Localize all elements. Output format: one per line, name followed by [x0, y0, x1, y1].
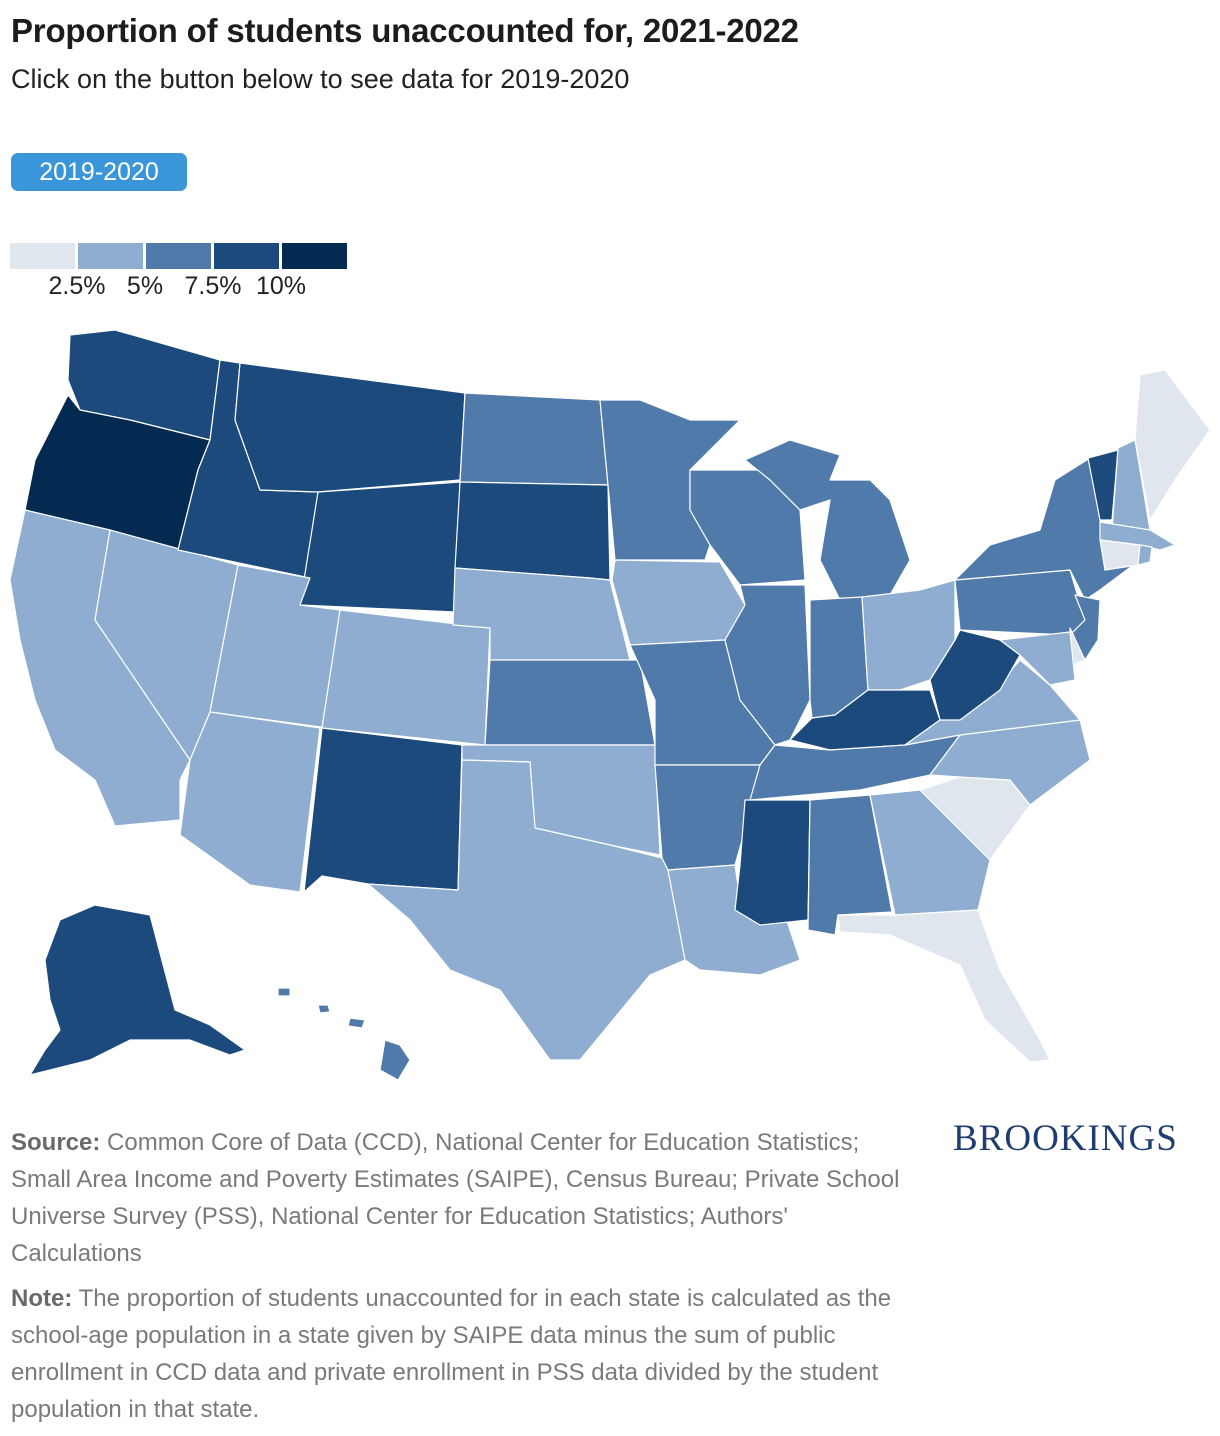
- legend-label: 10%: [255, 272, 307, 300]
- state-SD[interactable]: [454, 481, 611, 581]
- state-FL[interactable]: [837, 909, 1051, 1063]
- state-MI[interactable]: [744, 439, 911, 601]
- state-AK[interactable]: [29, 904, 246, 1076]
- source-body: Common Core of Data (CCD), National Cent…: [11, 1129, 900, 1267]
- note-text: Note: The proportion of students unaccou…: [11, 1280, 911, 1428]
- state-AZ[interactable]: [179, 711, 321, 893]
- state-LA[interactable]: [667, 864, 801, 976]
- legend-label: 7.5%: [184, 272, 242, 300]
- note-body: The proportion of students unaccounted f…: [11, 1285, 892, 1423]
- state-PA[interactable]: [954, 569, 1086, 636]
- source-text: Source: Common Core of Data (CCD), Natio…: [11, 1124, 901, 1272]
- legend-swatch: [282, 243, 347, 269]
- chart-title: Proportion of students unaccounted for, …: [11, 12, 799, 49]
- legend-label: 2.5%: [48, 272, 106, 300]
- legend-swatch: [146, 243, 211, 269]
- legend-label: 5%: [126, 272, 164, 300]
- state-KS[interactable]: [484, 659, 656, 746]
- legend: 2.5% 5% 7.5% 10%: [10, 243, 350, 303]
- year-toggle-button[interactable]: 2019-2020: [11, 153, 187, 191]
- state-NM[interactable]: [303, 727, 463, 893]
- legend-swatch: [10, 243, 75, 269]
- state-HI[interactable]: [277, 987, 411, 1081]
- state-WY[interactable]: [299, 481, 461, 613]
- state-IA[interactable]: [611, 559, 746, 646]
- us-choropleth-map: [9, 329, 1211, 1081]
- state-MS[interactable]: [734, 799, 811, 926]
- state-MT[interactable]: [234, 362, 466, 493]
- legend-swatch: [78, 243, 143, 269]
- state-RI[interactable]: [1137, 544, 1153, 566]
- note-label: Note:: [11, 1285, 73, 1312]
- state-TX[interactable]: [367, 759, 686, 1061]
- state-ME[interactable]: [1134, 369, 1211, 521]
- state-GA[interactable]: [869, 789, 991, 916]
- brookings-logo: BROOKINGS: [953, 1118, 1178, 1159]
- state-ND[interactable]: [459, 392, 609, 486]
- legend-swatch: [214, 243, 279, 269]
- state-VT[interactable]: [1087, 449, 1119, 521]
- state-CT[interactable]: [1099, 539, 1141, 571]
- state-CO[interactable]: [321, 609, 491, 746]
- chart-subtitle: Click on the button below to see data fo…: [11, 64, 630, 94]
- source-label: Source:: [11, 1129, 101, 1156]
- state-MD[interactable]: [999, 631, 1076, 686]
